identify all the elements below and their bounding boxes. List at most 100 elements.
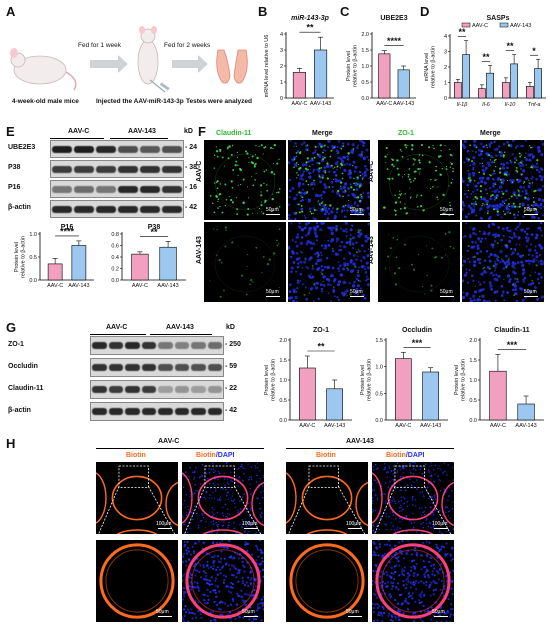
- nucleus-dot: [320, 254, 323, 257]
- signal-dot: [295, 152, 298, 154]
- nucleus-dot: [349, 228, 353, 232]
- nucleus-dot: [409, 520, 411, 522]
- signal-dot: [351, 237, 353, 239]
- signal-dot: [277, 191, 280, 194]
- nucleus-dot: [182, 616, 184, 619]
- nucleus-dot: [297, 184, 301, 188]
- signal-dot: [276, 191, 278, 194]
- arrow-icon: [90, 55, 128, 73]
- nucleus-dot: [506, 211, 510, 214]
- nucleus-dot: [508, 235, 511, 239]
- signal-dot: [386, 168, 389, 170]
- signal-dot: [472, 150, 474, 152]
- nucleus-dot: [300, 143, 304, 146]
- nucleus-dot: [361, 208, 365, 212]
- nucleus-dot: [516, 225, 519, 229]
- nucleus-dot: [498, 185, 503, 189]
- nucleus-dot: [314, 148, 317, 152]
- signal-dot: [492, 264, 495, 268]
- nucleus-dot: [491, 204, 494, 208]
- nucleus-dot: [502, 234, 505, 237]
- panel-g-label: G: [6, 320, 17, 335]
- nucleus-dot: [435, 543, 438, 546]
- nucleus-dot: [487, 163, 491, 167]
- nucleus-dot: [258, 502, 261, 505]
- nucleus-dot: [315, 239, 318, 242]
- nucleus-dot: [348, 206, 351, 209]
- nucleus-dot: [383, 462, 386, 465]
- signal-dot: [236, 151, 239, 154]
- signal-dot: [219, 148, 222, 151]
- y-axis-label: Protein level: [14, 242, 20, 272]
- nucleus-dot: [504, 189, 508, 193]
- nucleus-dot: [234, 506, 237, 509]
- nucleus-dot: [292, 260, 296, 264]
- signal-dot: [505, 244, 508, 247]
- nucleus-dot: [535, 259, 538, 262]
- nucleus-dot: [493, 277, 497, 281]
- nucleus-dot: [331, 266, 335, 270]
- nucleus-dot: [190, 611, 193, 614]
- signal-dot: [449, 201, 451, 204]
- nucleus-dot: [415, 551, 418, 554]
- nucleus-dot: [260, 507, 262, 510]
- nucleus-dot: [323, 244, 327, 247]
- nucleus-dot: [487, 225, 491, 228]
- nucleus-dot: [439, 612, 442, 615]
- nucleus-dot: [359, 280, 362, 283]
- signal-dot: [313, 179, 315, 182]
- signal-dot: [216, 254, 218, 256]
- y-axis-label: relative to β-actin: [431, 46, 437, 88]
- scale-bar-label: 50μm: [156, 609, 169, 615]
- biotin-dapi-image: 100μm: [182, 462, 264, 534]
- nucleus-dot: [513, 234, 516, 237]
- signal-dot: [411, 145, 413, 147]
- nucleus-dot: [493, 182, 496, 185]
- scale-bar: [244, 616, 258, 617]
- legend-swatch: [499, 22, 509, 28]
- x-tick-label: AAV-C: [395, 423, 411, 429]
- nucleus-dot: [440, 517, 443, 519]
- signal-dot: [492, 208, 495, 211]
- nucleus-dot: [494, 299, 497, 302]
- nucleus-dot: [241, 581, 244, 585]
- nucleus-dot: [332, 289, 336, 293]
- nucleus-dot: [505, 161, 509, 165]
- signal-dot: [489, 159, 492, 161]
- nucleus-dot: [414, 600, 417, 603]
- y-tick-label: 0.5: [375, 391, 383, 397]
- signal-dot: [216, 228, 218, 231]
- nucleus-dot: [240, 557, 244, 560]
- nucleus-dot: [522, 164, 525, 167]
- nucleus-dot: [353, 170, 357, 173]
- blot-band: [52, 205, 72, 213]
- nucleus-dot: [365, 279, 368, 282]
- signal-dot: [232, 169, 235, 171]
- nucleus-dot: [514, 277, 517, 281]
- nucleus-dot: [451, 507, 454, 510]
- nucleus-dot: [193, 612, 196, 615]
- nucleus-dot: [231, 480, 233, 483]
- signal-dot: [474, 285, 477, 287]
- nucleus-dot: [406, 505, 409, 508]
- signal-dot: [306, 149, 309, 151]
- signal-dot: [525, 152, 527, 154]
- nucleus-dot: [192, 471, 194, 473]
- nucleus-dot: [527, 253, 530, 256]
- blot-band: [96, 185, 116, 193]
- signal-dot: [230, 180, 233, 183]
- signal-dot: [496, 242, 499, 245]
- nucleus-dot: [360, 196, 364, 200]
- signal-dot: [513, 294, 516, 297]
- signal-dot: [298, 191, 301, 194]
- nucleus-dot: [324, 247, 328, 250]
- signal-dot: [272, 148, 274, 150]
- signal-dot: [474, 195, 477, 199]
- nucleus-dot: [262, 490, 264, 492]
- nucleus-dot: [537, 197, 541, 202]
- nucleus-dot: [415, 479, 418, 481]
- nucleus-dot: [375, 530, 377, 533]
- nucleus-dot: [367, 277, 370, 280]
- signal-dot: [235, 197, 238, 199]
